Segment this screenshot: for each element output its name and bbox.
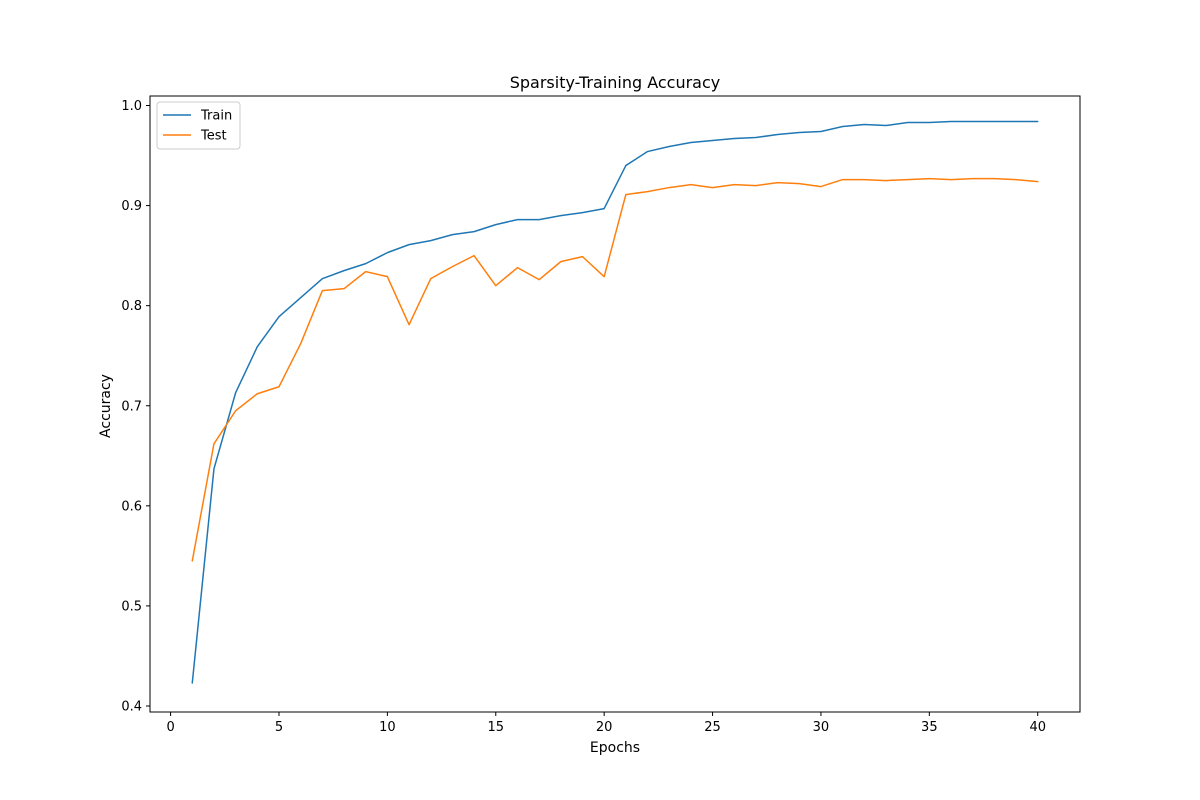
tick-layer: 0 5 10 15 20 25 30 35 40 0.4 0.5 0.6 0.7 0.8 0.9 1.0 xyxy=(121,99,1046,735)
x-tick-label: 35 xyxy=(921,720,938,735)
x-tick-label: 40 xyxy=(1029,720,1046,735)
x-tick-label: 20 xyxy=(596,720,613,735)
x-tick-label: 0 xyxy=(166,720,174,735)
series-layer xyxy=(191,120,1039,684)
legend: Train Test xyxy=(156,101,241,150)
y-tick-label: 0.9 xyxy=(121,199,142,214)
y-tick-label: 0.7 xyxy=(121,399,142,414)
y-tick-label: 0.4 xyxy=(121,699,142,714)
x-tick-label: 30 xyxy=(813,720,830,735)
x-axis-label: Epochs xyxy=(590,740,640,756)
y-tick-label: 0.5 xyxy=(121,599,142,614)
legend-box xyxy=(156,101,241,150)
chart-title: Sparsity-Training Accuracy xyxy=(510,73,721,92)
x-tick-label: 25 xyxy=(704,720,721,735)
legend-label-train: Train xyxy=(200,109,232,124)
series-line-train xyxy=(191,120,1039,684)
plot-frame xyxy=(149,95,1081,713)
y-axis-label: Accuracy xyxy=(98,374,114,438)
legend-label-test: Test xyxy=(200,129,227,144)
y-tick-label: 0.8 xyxy=(121,299,142,314)
x-tick-label: 15 xyxy=(487,720,504,735)
y-tick-label: 0.6 xyxy=(121,499,142,514)
y-tick-label: 1.0 xyxy=(121,99,142,114)
x-tick-label: 10 xyxy=(379,720,396,735)
x-tick-label: 5 xyxy=(275,720,283,735)
series-line-test xyxy=(191,177,1039,562)
